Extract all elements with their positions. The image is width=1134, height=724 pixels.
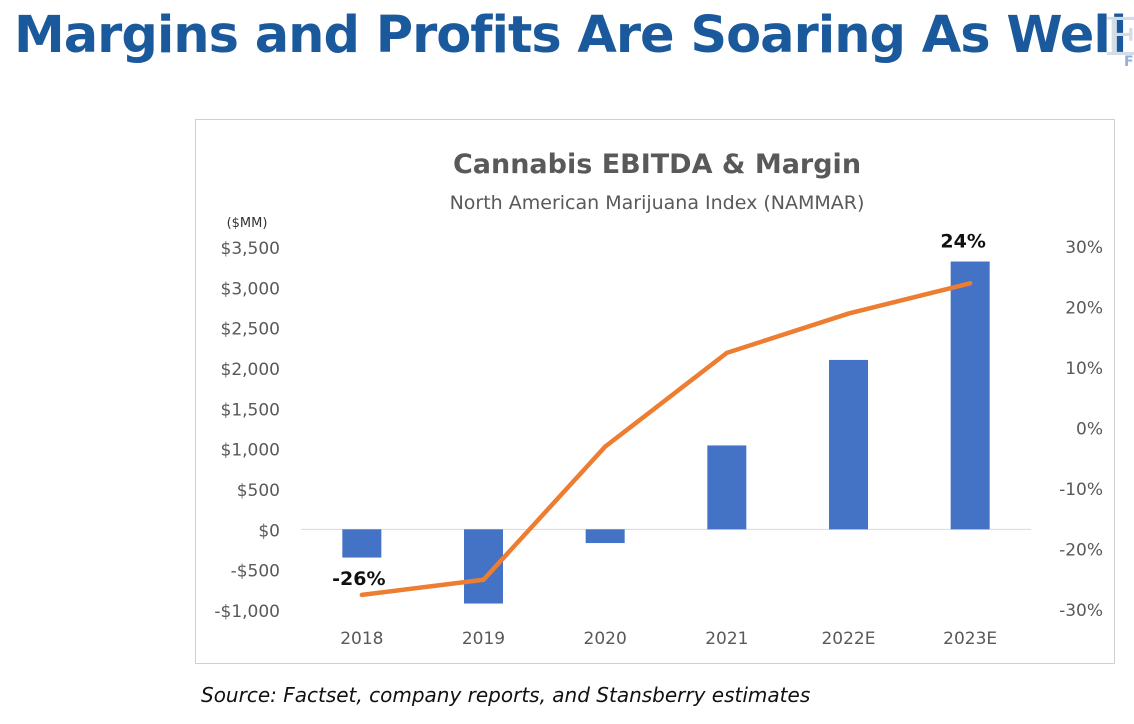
y2-tick-label: 0% xyxy=(1076,420,1103,440)
ebitda-bar xyxy=(829,359,868,530)
y-tick-label: -$1,000 xyxy=(214,602,280,622)
x-tick-label: 2021 xyxy=(705,629,748,649)
ebitda-bar xyxy=(342,529,382,558)
y-tick-label: -$500 xyxy=(231,562,280,582)
y2-tick-label: 20% xyxy=(1065,299,1103,319)
y2-tick-label: -30% xyxy=(1059,601,1103,621)
y2-tick-label: -20% xyxy=(1059,541,1103,561)
chart-title: Cannabis EBITDA & Margin xyxy=(453,149,861,180)
ebitda-bar xyxy=(950,261,990,530)
company-logo: E F xyxy=(1104,8,1134,78)
x-tick-label: 2020 xyxy=(584,629,627,649)
y-tick-label: $1,500 xyxy=(221,400,280,420)
chart-subtitle: North American Marijuana Index (NAMMAR) xyxy=(450,192,865,214)
y-tick-label: $500 xyxy=(237,481,280,501)
y-tick-label: $3,000 xyxy=(221,279,280,299)
data-label: -26% xyxy=(332,568,385,590)
y-axis-label: ($MM) xyxy=(227,216,268,231)
y2-tick-label: 30% xyxy=(1065,238,1103,258)
page-title: Margins and Profits Are Soaring As Well xyxy=(14,6,1127,65)
y-tick-label: $3,500 xyxy=(221,239,280,259)
chart-frame: ($MM) $3,500 $3,000 $2,500 $2,000 $1,500 $1,0… xyxy=(195,119,1115,664)
margin-line xyxy=(359,281,973,598)
logo-small-text: F xyxy=(1124,54,1134,70)
x-tick-label: 2019 xyxy=(462,629,505,649)
x-tick-label: 2018 xyxy=(340,629,383,649)
source-note: Source: Factset, company reports, and St… xyxy=(201,683,811,707)
y-tick-label: $1,000 xyxy=(221,441,280,461)
ebitda-bar xyxy=(707,445,747,530)
ebitda-bar xyxy=(585,529,625,544)
y-tick-label: $0 xyxy=(258,521,280,541)
x-tick-label: 2022E xyxy=(821,629,875,649)
ebitda-margin-chart: ($MM) $3,500 $3,000 $2,500 $2,000 $1,500 $1,0… xyxy=(214,149,1103,649)
y2-tick-label: -10% xyxy=(1059,480,1103,500)
x-tick-label: 2023E xyxy=(943,629,997,649)
logo-letter: E xyxy=(1104,8,1134,68)
y-tick-label: $2,500 xyxy=(221,320,280,340)
y-tick-label: $2,000 xyxy=(221,360,280,380)
y2-tick-label: 10% xyxy=(1065,359,1103,379)
data-label: 24% xyxy=(940,230,985,252)
